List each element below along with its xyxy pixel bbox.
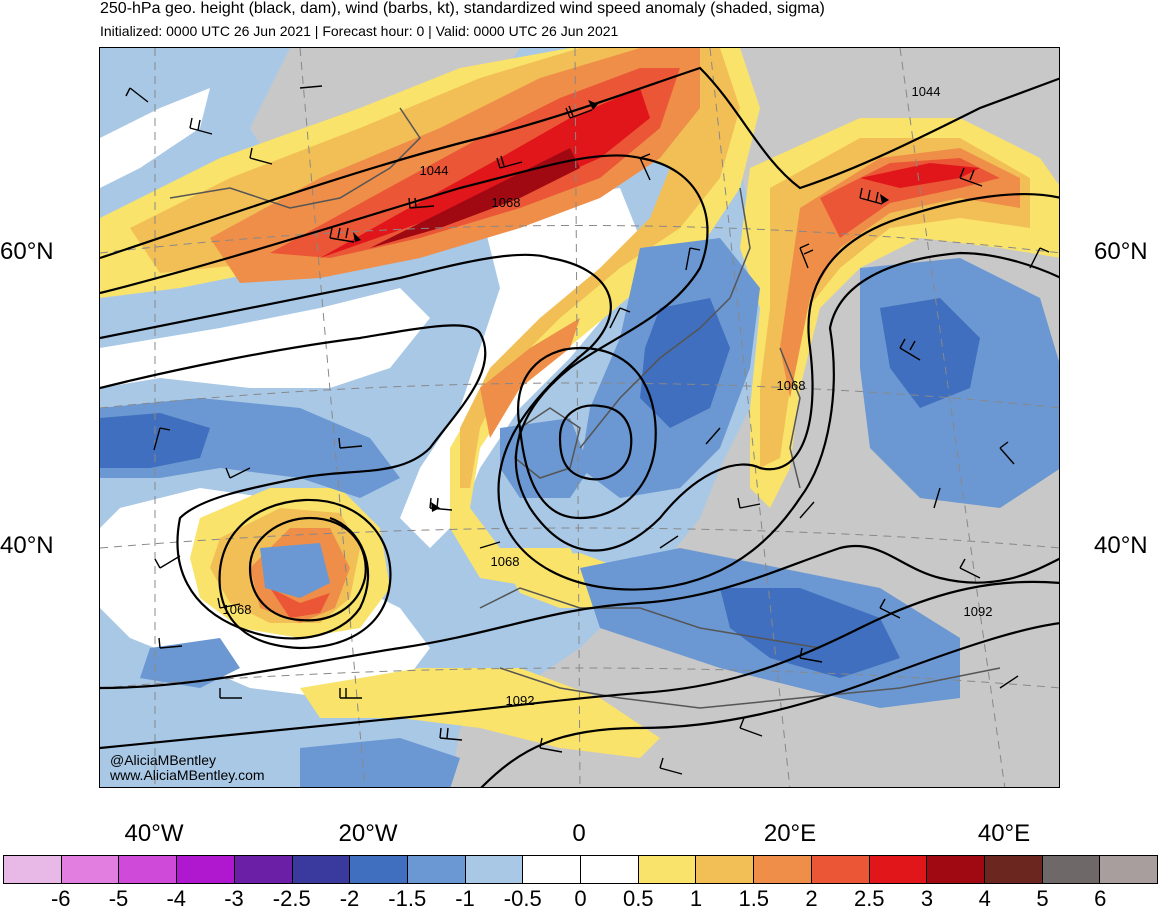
contour-label-1044-west: 1044 [420, 163, 449, 178]
colorbar-tick-label: -4 [166, 886, 187, 911]
lat-label-40n-right: 40°N [1094, 532, 1148, 559]
colorbar-tick-label: -0.5 [503, 886, 542, 911]
contour-label-1092-south: 1092 [506, 693, 535, 708]
lon-label-40e: 40°E [977, 820, 1031, 847]
weather-map: 1044 1068 1044 1068 1068 1068 1092 1092 [99, 47, 1060, 788]
contour-label-1068-south: 1068 [491, 554, 520, 569]
colorbar-tick-label: 5 [1036, 886, 1049, 911]
credit-url: www.AliciaMBentley.com [110, 767, 265, 783]
colorbar-cell [984, 856, 1043, 883]
colorbar-tick-label: 4 [978, 886, 991, 911]
contour-label-1068-east: 1068 [777, 378, 806, 393]
colorbar-cell [754, 856, 812, 883]
barb-flags [353, 100, 889, 512]
colorbar-tick-label: -2 [339, 886, 360, 911]
colorbar-cell [407, 856, 466, 883]
colorbar-tick-label: 2.5 [853, 886, 885, 911]
map-canvas: 1044 1068 1044 1068 1068 1068 1092 1092 [100, 48, 1059, 787]
colorbar-tick-label: -6 [50, 886, 71, 911]
colorbar-cell [1100, 856, 1158, 883]
lat-label-60n-right: 60°N [1094, 238, 1148, 265]
colorbar [3, 855, 1158, 884]
colorbar-tick-label: -1 [455, 886, 475, 911]
colorbar-tick-label: -1.5 [388, 886, 427, 911]
colorbar-cell [927, 856, 985, 883]
colorbar-cell [811, 856, 870, 883]
colorbar-cell [119, 856, 178, 883]
colorbar-cell [4, 856, 62, 883]
lat-label-40n-left: 40°N [0, 532, 54, 559]
colorbar-tick-label: 6 [1094, 886, 1107, 911]
lon-label-20e: 20°E [763, 820, 817, 847]
colorbar-tick-label: 0.5 [622, 886, 654, 911]
contour-label-1092-east: 1092 [964, 604, 993, 619]
lat-label-60n-left: 60°N [0, 238, 54, 265]
colorbar-tick-label: -2.5 [272, 886, 311, 911]
contour-label-1068-low: 1068 [223, 602, 252, 617]
colorbar-cell [234, 856, 293, 883]
colorbar-cell [292, 856, 351, 883]
coastlines [169, 107, 1001, 709]
colorbar-tick-label: -5 [108, 886, 129, 911]
colorbar-cell [465, 856, 524, 883]
colorbar-cell [869, 856, 928, 883]
colorbar-tick-label: 2 [805, 886, 818, 911]
lon-label-40w: 40°W [124, 820, 184, 847]
colorbar-cell [581, 856, 639, 883]
colorbar-tick-label: -3 [224, 886, 244, 911]
colorbar-cell [177, 856, 235, 883]
colorbar-tick-label: 0 [574, 886, 587, 911]
anomaly-blue [100, 238, 1059, 787]
map-title: 250-hPa geo. height (black, dam), wind (… [100, 0, 825, 17]
contour-label-1044-east: 1044 [912, 84, 941, 99]
map-subtitle: Initialized: 0000 UTC 26 Jun 2021 | Fore… [100, 23, 619, 39]
contour-labels: 1044 1068 1044 1068 1068 1068 1092 1092 [223, 84, 993, 708]
lon-label-0: 0 [572, 820, 586, 847]
colorbar-tick-label: 1.5 [738, 886, 770, 911]
height-contours [100, 66, 1059, 787]
colorbar-cell [523, 856, 582, 883]
colorbar-tick-label: 1 [689, 886, 703, 911]
colorbar-cell [350, 856, 408, 883]
colorbar-cell [61, 856, 120, 883]
wind-barbs [125, 85, 1050, 775]
colorbar-tick-label: 3 [920, 886, 934, 911]
colorbar-cell [638, 856, 697, 883]
credit-handle: @AliciaMBentley [110, 752, 217, 768]
colorbar-cell [696, 856, 755, 883]
colorbar-cell [1042, 856, 1101, 883]
contour-label-1068-north: 1068 [492, 195, 521, 210]
lon-label-20w: 20°W [338, 820, 398, 847]
